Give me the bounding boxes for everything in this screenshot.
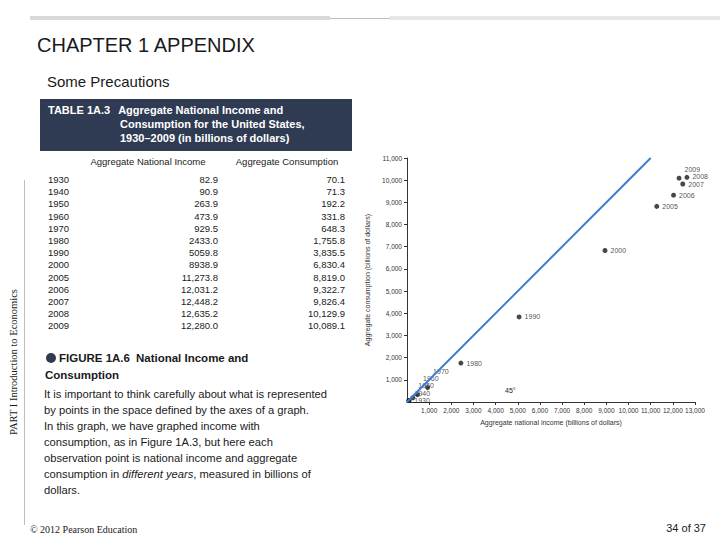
html-text:PART I Introduction to Economi: PART I Introduction to Economics xyxy=(8,289,19,435)
html-text:2007: 2007 xyxy=(48,296,70,307)
svg-text:1930: 1930 xyxy=(414,397,430,404)
svg-text:2007: 2007 xyxy=(688,181,704,188)
svg-text:6,000: 6,000 xyxy=(532,407,549,414)
svg-text:2006: 2006 xyxy=(679,192,695,199)
html-text:331.8: 331.8 xyxy=(321,210,345,222)
svg-text:5,000: 5,000 xyxy=(510,407,527,414)
svg-text:4,000: 4,000 xyxy=(487,407,504,414)
html-text:12,635.2: 12,635.2 xyxy=(181,308,218,320)
html-text:In this graph, we have graphed: In this graph, we have graphed income wi… xyxy=(44,420,311,496)
svg-text:Aggregate consumption (billion: Aggregate consumption (billions of dolla… xyxy=(364,214,372,346)
html-text:3,835.5: 3,835.5 xyxy=(313,247,345,259)
html-text:CHAPTER 1 APPENDIX: CHAPTER 1 APPENDIX xyxy=(37,34,255,56)
svg-text:2,000: 2,000 xyxy=(386,354,403,361)
html-text:1930–2009 (in billions of doll: 1930–2009 (in billions of dollars) xyxy=(120,132,290,144)
html-text:TABLE 1A.3: TABLE 1A.3 xyxy=(48,104,111,116)
svg-text:3,000: 3,000 xyxy=(386,332,403,339)
html-text:90.9: 90.9 xyxy=(199,186,218,198)
svg-text:11,000: 11,000 xyxy=(383,155,403,162)
svg-text:1,000: 1,000 xyxy=(421,407,438,414)
html-text:1950: 1950 xyxy=(48,198,70,210)
svg-text:10,000: 10,000 xyxy=(382,177,402,184)
html-text:9,322.7: 9,322.7 xyxy=(313,283,345,295)
svg-text:1950: 1950 xyxy=(418,382,434,390)
html-text:2009: 2009 xyxy=(48,320,70,332)
svg-text:2005: 2005 xyxy=(662,203,678,210)
html-text:1930: 1930 xyxy=(48,174,70,185)
svg-text:1960: 1960 xyxy=(423,375,439,383)
html-text:82.9: 82.9 xyxy=(199,174,218,185)
svg-text:1970: 1970 xyxy=(433,368,449,376)
html-text:263.9: 263.9 xyxy=(194,198,218,210)
svg-text:1940: 1940 xyxy=(414,389,431,397)
svg-text:9,000: 9,000 xyxy=(386,199,403,206)
svg-text:13,000: 13,000 xyxy=(685,407,705,414)
html-text:1970: 1970 xyxy=(48,222,70,234)
svg-text:11,000: 11,000 xyxy=(641,407,661,414)
svg-text:2009: 2009 xyxy=(685,166,701,173)
svg-text:8,000: 8,000 xyxy=(576,407,593,414)
html-text:929.5: 929.5 xyxy=(194,222,218,234)
svg-text:4,000: 4,000 xyxy=(386,310,403,317)
html-text:1,755.8: 1,755.8 xyxy=(313,235,345,246)
html-text:8938.9: 8938.9 xyxy=(188,259,218,271)
html-text:11,273.8: 11,273.8 xyxy=(181,271,218,283)
svg-text:8,000: 8,000 xyxy=(386,221,403,228)
html-text:2433.0: 2433.0 xyxy=(188,235,218,246)
html-text:34 of 37: 34 of 37 xyxy=(666,522,706,534)
svg-text:45°: 45° xyxy=(505,387,516,394)
html-text:FIGURE 1A.6: FIGURE 1A.6 xyxy=(59,352,130,364)
svg-text:2,000: 2,000 xyxy=(443,407,460,414)
html-text:10,089.1: 10,089.1 xyxy=(308,320,345,332)
svg-text:1990: 1990 xyxy=(525,313,541,320)
html-text:2005: 2005 xyxy=(48,271,70,283)
svg-text:3,000: 3,000 xyxy=(465,407,482,414)
svg-text:45° line: 45° line xyxy=(511,262,533,284)
html-text:12,448.2: 12,448.2 xyxy=(181,296,218,307)
svg-text:1,000: 1,000 xyxy=(386,376,403,383)
html-text:National Income and Consumptio: National Income and Consumption xyxy=(45,352,249,381)
html-text:Consumption for the United Sta: Consumption for the United States, xyxy=(120,118,305,130)
html-text:Aggregate National Income and: Aggregate National Income and xyxy=(118,104,284,116)
html-text:2000: 2000 xyxy=(48,259,70,271)
html-text:1940: 1940 xyxy=(48,186,70,198)
html-text:1980: 1980 xyxy=(48,235,70,246)
svg-text:Aggregate national income (bil: Aggregate national income (billions of d… xyxy=(480,419,622,427)
svg-text:12,000: 12,000 xyxy=(663,407,683,414)
html-text:Aggregate Consumption: Aggregate Consumption xyxy=(235,156,339,167)
html-text:8,819.0: 8,819.0 xyxy=(313,271,345,283)
svg-text:6,000: 6,000 xyxy=(386,265,403,272)
html-text:2006: 2006 xyxy=(48,283,70,295)
html-text:Some Precautions: Some Precautions xyxy=(47,73,170,90)
svg-text:10,000: 10,000 xyxy=(619,407,639,414)
html-text:2008: 2008 xyxy=(48,308,70,320)
html-text:71.3: 71.3 xyxy=(326,186,345,198)
html-text:6,830.4: 6,830.4 xyxy=(313,259,345,271)
html-text:473.9: 473.9 xyxy=(194,210,218,222)
html-text:1960: 1960 xyxy=(48,210,70,222)
html-text:12,031.2: 12,031.2 xyxy=(181,283,218,295)
svg-text:2000: 2000 xyxy=(611,247,627,254)
svg-text:9,000: 9,000 xyxy=(598,407,615,414)
html-text:192.2: 192.2 xyxy=(321,198,345,210)
html-text:12,280.0: 12,280.0 xyxy=(181,320,218,332)
svg-text:7,000: 7,000 xyxy=(386,243,403,250)
html-text:70.1: 70.1 xyxy=(326,174,345,185)
svg-text:5,000: 5,000 xyxy=(386,288,403,295)
html-text:Aggregate National Income: Aggregate National Income xyxy=(90,156,206,167)
html-text:5059.8: 5059.8 xyxy=(188,247,218,259)
html-text:1990: 1990 xyxy=(48,247,70,259)
html-text:9,826.4: 9,826.4 xyxy=(313,296,345,307)
html-text:It is important to think caref: It is important to think carefully about… xyxy=(44,388,327,416)
html-text:© 2012 Pearson Education: © 2012 Pearson Education xyxy=(30,524,138,535)
html-text:648.3: 648.3 xyxy=(321,222,345,234)
html-text:10,129.9: 10,129.9 xyxy=(308,308,345,320)
svg-text:1980: 1980 xyxy=(466,360,482,367)
svg-text:7,000: 7,000 xyxy=(554,407,571,414)
svg-text:2008: 2008 xyxy=(692,173,708,180)
